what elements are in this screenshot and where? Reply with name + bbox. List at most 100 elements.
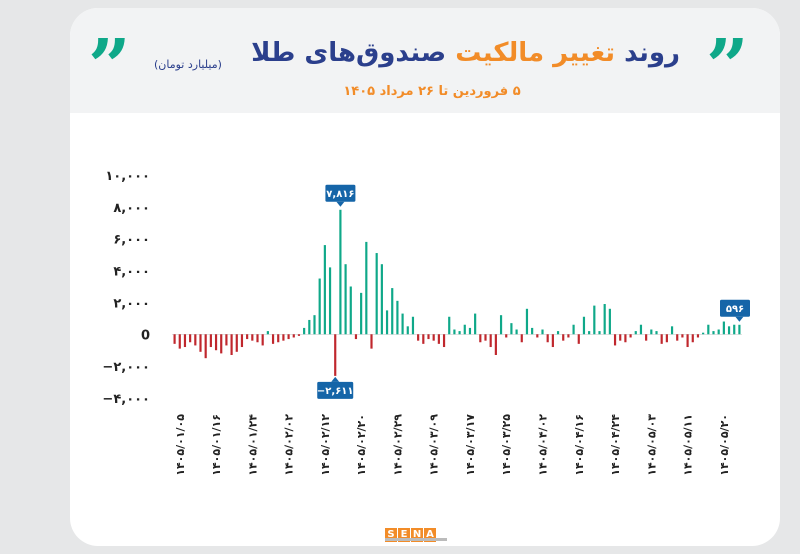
bar <box>639 324 643 335</box>
callout-pointer <box>336 201 345 207</box>
bar <box>712 331 715 335</box>
x-tick-label: ۱۴۰۵/۰۴/۰۲ <box>537 414 550 476</box>
bar <box>499 315 503 335</box>
bar <box>209 334 212 348</box>
bar <box>401 313 404 335</box>
bar <box>220 334 223 354</box>
bar <box>365 241 368 335</box>
callout-pointer <box>735 316 744 322</box>
bar <box>292 334 295 338</box>
bar <box>204 334 207 359</box>
chart-card: ” ” روند تغییر مالکیت صندوق‌های طلا (میل… <box>70 8 780 546</box>
chart-title: روند تغییر مالکیت صندوق‌های طلا <box>251 38 680 68</box>
bar <box>738 324 741 335</box>
bar <box>375 253 378 335</box>
x-tick-label: ۱۴۰۵/۰۴/۲۴ <box>609 414 622 476</box>
bar <box>722 321 725 335</box>
y-tick-label: ۸,۰۰۰ <box>113 201 150 216</box>
bar <box>582 316 586 335</box>
y-tick-label: ۴,۰۰۰ <box>113 265 150 280</box>
callout-box <box>720 299 750 317</box>
bar <box>702 332 705 335</box>
callout-label: ۵۹۶ <box>726 304 744 315</box>
bar <box>546 334 549 343</box>
bar <box>354 334 358 340</box>
bar <box>525 308 529 335</box>
title-bar: ” ” روند تغییر مالکیت صندوق‌های طلا (میل… <box>70 8 780 113</box>
bar <box>214 334 218 351</box>
bar <box>650 329 653 335</box>
bar <box>240 334 244 348</box>
bar <box>422 334 425 344</box>
bar <box>349 286 352 335</box>
bar <box>318 278 321 335</box>
title-part-2: تغییر مالکیت <box>455 38 616 68</box>
bar <box>458 331 461 335</box>
y-tick-label: −۴,۰۰۰ <box>102 392 150 407</box>
bar <box>183 334 187 348</box>
bar <box>593 305 596 335</box>
bar <box>613 334 617 346</box>
y-tick-label: 0 <box>141 328 150 343</box>
bar <box>246 334 249 340</box>
bar <box>463 324 466 335</box>
bar <box>536 334 539 338</box>
callout-box <box>325 184 356 202</box>
bar <box>619 334 622 341</box>
bar <box>676 334 679 341</box>
x-tick-label: ۱۴۰۵/۰۳/۰۹ <box>428 414 441 476</box>
callout-label: ۷,۸۱۶ <box>326 189 354 200</box>
bar <box>665 334 668 343</box>
bar <box>199 334 202 352</box>
callout-label: −۲,۶۱۱ <box>317 386 354 397</box>
bar <box>225 334 228 346</box>
x-tick-label: ۱۴۰۵/۰۲/۲۹ <box>391 414 404 476</box>
bar <box>266 331 269 335</box>
bar <box>282 334 285 341</box>
bar <box>717 329 720 335</box>
bar <box>432 334 435 341</box>
x-tick-label: ۱۴۰۵/۰۳/۲۵ <box>500 414 513 476</box>
bar <box>686 334 689 348</box>
bar <box>406 326 409 335</box>
bar <box>339 209 342 335</box>
bar <box>313 315 316 335</box>
bar <box>297 334 301 336</box>
bar <box>588 331 591 335</box>
bar <box>287 334 290 340</box>
x-tick-label: ۱۴۰۵/۰۱/۲۴ <box>246 414 259 476</box>
chart-subtitle: ۵ فروردین تا ۲۶ مرداد ۱۴۰۵ <box>343 84 521 99</box>
bar <box>442 334 446 348</box>
bar <box>624 334 627 343</box>
bar <box>396 300 399 335</box>
bar <box>230 334 233 355</box>
bar <box>479 334 482 343</box>
bar <box>468 327 472 335</box>
bar <box>251 334 254 341</box>
bar <box>380 264 383 335</box>
bar <box>707 324 710 335</box>
bar <box>520 334 523 343</box>
bar <box>551 334 554 348</box>
bar <box>670 326 674 335</box>
callout-box <box>317 381 354 399</box>
bar <box>494 334 497 355</box>
bar <box>271 334 275 344</box>
x-tick-label: ۱۴۰۵/۰۴/۱۶ <box>573 414 586 476</box>
x-tick-label: ۱۴۰۵/۰۲/۱۲ <box>319 414 332 476</box>
x-tick-label: ۱۴۰۵/۰۱/۱۶ <box>210 414 223 476</box>
bar <box>727 326 731 335</box>
x-tick-label: ۱۴۰۵/۰۱/۰۵ <box>174 414 187 476</box>
bar <box>178 334 181 349</box>
bar <box>303 327 306 335</box>
bar <box>427 334 430 340</box>
bar <box>370 334 373 349</box>
bar <box>308 319 311 335</box>
bar <box>489 334 492 348</box>
unit-label: (میلیارد تومان) <box>154 58 222 71</box>
title-part-1: روند <box>624 38 680 68</box>
bar <box>660 334 663 344</box>
bar <box>567 334 570 338</box>
bar <box>189 334 192 343</box>
